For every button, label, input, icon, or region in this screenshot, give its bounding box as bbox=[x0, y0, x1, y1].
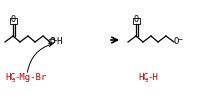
Text: H: H bbox=[5, 74, 10, 83]
Text: H: H bbox=[56, 36, 62, 46]
Text: -: - bbox=[52, 36, 58, 46]
Text: −: − bbox=[177, 36, 183, 41]
Text: 3: 3 bbox=[145, 78, 148, 84]
Text: O: O bbox=[11, 15, 16, 23]
Text: 3: 3 bbox=[12, 78, 15, 84]
Text: C: C bbox=[9, 74, 14, 83]
Bar bbox=[10, 18, 16, 24]
Text: O: O bbox=[173, 36, 179, 46]
Text: C: C bbox=[142, 74, 147, 83]
Text: -H: -H bbox=[147, 74, 158, 83]
Text: O: O bbox=[134, 15, 139, 23]
Bar bbox=[133, 18, 140, 24]
Text: O: O bbox=[49, 36, 55, 46]
Text: H: H bbox=[138, 74, 143, 83]
Text: -Mg-Br: -Mg-Br bbox=[14, 74, 46, 83]
